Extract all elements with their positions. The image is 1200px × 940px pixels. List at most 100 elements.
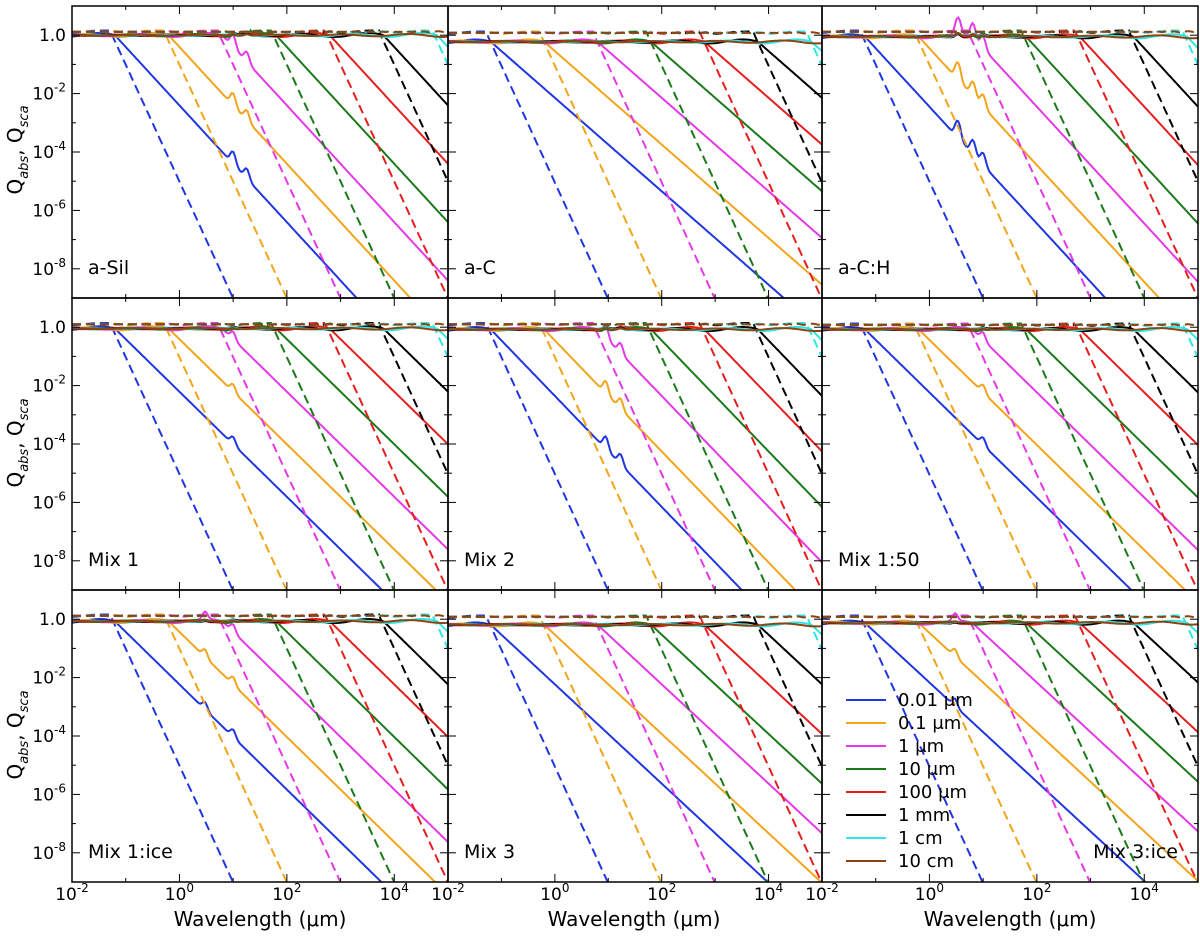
qsca-curve-1 xyxy=(822,29,1092,298)
x-tick-label: 102 xyxy=(272,881,301,905)
x-tick-label: 104 xyxy=(380,881,409,905)
qsca-curve-100000 xyxy=(448,31,822,35)
qabs-curve-1 xyxy=(72,32,448,282)
qabs-curve-1000 xyxy=(448,621,822,686)
qabs-curve-1 xyxy=(448,38,822,239)
axes: 1.0 10-2 10-4 10-6 10-8 a-Sil a-C a-C:H 1.0 10-2 1… xyxy=(32,5,1199,905)
qsca-curve-1 xyxy=(822,614,1092,882)
legend-label: 1 mm xyxy=(898,805,950,826)
x-axis-title-col1: Wavelength (μm) xyxy=(174,907,347,931)
panel-label: a-C xyxy=(464,257,496,279)
x-tick-label: 10-2 xyxy=(55,881,89,905)
panel-label: Mix 2 xyxy=(464,549,515,571)
qabs-curve-0.01 xyxy=(72,618,383,882)
qabs-curve-1000 xyxy=(72,618,448,686)
y-tick-label: 10-2 xyxy=(32,665,66,689)
x-tick-label: 10-2 xyxy=(805,881,839,905)
qsca-curve-1000 xyxy=(822,322,1198,475)
panel-label: Mix 3:ice xyxy=(1093,841,1178,863)
qabs-curve-100000 xyxy=(72,618,448,624)
qabs-curve-100 xyxy=(448,621,822,735)
panel-a-c xyxy=(448,30,822,298)
qabs-curve-100000 xyxy=(448,326,822,332)
qabs-curve-100 xyxy=(822,326,1198,446)
panel-a-sil xyxy=(72,28,448,298)
y-axis-title-row1: Qabs, Qsca xyxy=(3,105,32,194)
qsca-curve-100000 xyxy=(72,322,448,327)
qabs-curve-0.01 xyxy=(822,326,1133,590)
panel-mix-3 xyxy=(448,614,822,882)
y-tick-label: 10-4 xyxy=(32,431,66,455)
qsca-curve-0.01 xyxy=(822,29,985,298)
y-tick-label: 10-6 xyxy=(32,781,66,805)
y-tick-label: 1.0 xyxy=(39,318,66,338)
y-tick-label: 10-8 xyxy=(32,548,66,572)
panel-a-c-h xyxy=(822,15,1198,298)
y-tick-label: 10-8 xyxy=(32,840,66,864)
qabs-curve-1000 xyxy=(822,326,1198,394)
qabs-curve-1 xyxy=(448,324,822,564)
qsca-curve-1000 xyxy=(72,322,448,475)
panel-label: a-C:H xyxy=(838,257,890,279)
qabs-curve-100000 xyxy=(72,326,448,332)
qsca-curve-0.01 xyxy=(822,614,984,882)
panel-label: Mix 1 xyxy=(88,549,139,571)
qabs-curve-0.01 xyxy=(448,38,786,298)
y-tick-label: 10-8 xyxy=(32,256,66,280)
x-tick-label: 104 xyxy=(1130,881,1159,905)
x-tick-label: 100 xyxy=(540,881,569,905)
x-tick-label: 100 xyxy=(165,881,194,905)
qabs-curve-0.01 xyxy=(822,33,1107,298)
legend-label: 0.1 μm xyxy=(898,713,961,734)
qsca-curve-1000 xyxy=(822,29,1198,182)
qabs-curve-100 xyxy=(72,618,448,738)
qabs-curve-1 xyxy=(72,325,448,551)
qabs-curve-0.01 xyxy=(72,32,358,298)
qabs-curve-1 xyxy=(822,326,1198,551)
legend-label: 1 μm xyxy=(898,736,944,757)
qabs-curve-1000 xyxy=(448,38,822,99)
panel-label: Mix 3 xyxy=(464,841,515,863)
y-axis-title-row2: Qabs, Qsca xyxy=(3,398,32,487)
legend-label: 100 μm xyxy=(898,782,967,803)
qsca-curve-100000 xyxy=(822,30,1198,34)
panel-mix-1-ice xyxy=(72,610,448,882)
qsca-curve-100000 xyxy=(822,615,1198,619)
qsca-curve-1000 xyxy=(822,614,1198,767)
qabs-curve-100 xyxy=(72,31,448,165)
x-tick-label: 104 xyxy=(754,881,783,905)
qsca-curve-100000 xyxy=(448,615,822,619)
panel-mix-3-ice xyxy=(822,611,1198,882)
qabs-curve-1 xyxy=(448,621,822,834)
qsca-curve-1000 xyxy=(72,29,448,182)
qabs-curve-100000 xyxy=(72,32,448,38)
qabs-curve-1000 xyxy=(72,325,448,393)
legend-label: 10 cm xyxy=(898,851,954,872)
y-tick-label: 10-6 xyxy=(32,197,66,221)
panel-frame xyxy=(447,589,823,883)
qabs-curve-100 xyxy=(822,619,1198,733)
qabs-curve-100 xyxy=(448,38,822,146)
y-tick-label: 10-4 xyxy=(32,723,66,747)
panel-mix-2 xyxy=(448,322,822,590)
qsca-curve-100000 xyxy=(448,322,822,327)
legend-label: 0.01 μm xyxy=(898,690,973,711)
qabs-curve-100000 xyxy=(448,622,822,628)
y-tick-label: 10-2 xyxy=(32,373,66,397)
qabs-curve-0.01 xyxy=(72,325,384,590)
y-axis-title: Qabs, Qsca Qabs, Qsca Qabs, Qsca xyxy=(3,105,32,779)
qabs-curve-100000 xyxy=(822,620,1198,626)
qabs-curve-0.1 xyxy=(448,326,797,590)
qsca-curve-1000 xyxy=(72,613,448,766)
y-tick-label: 10-4 xyxy=(32,139,66,163)
x-tick-label: 102 xyxy=(1022,881,1051,905)
qsca-curve-100000 xyxy=(822,323,1198,327)
qabs-curve-100000 xyxy=(822,31,1198,40)
qsca-curve-0.1 xyxy=(822,29,1038,298)
qsca-curve-0.1 xyxy=(822,614,1038,882)
qabs-curve-100 xyxy=(822,33,1198,166)
panel-mix-1 xyxy=(72,322,448,590)
qabs-curve-100000 xyxy=(822,327,1198,332)
